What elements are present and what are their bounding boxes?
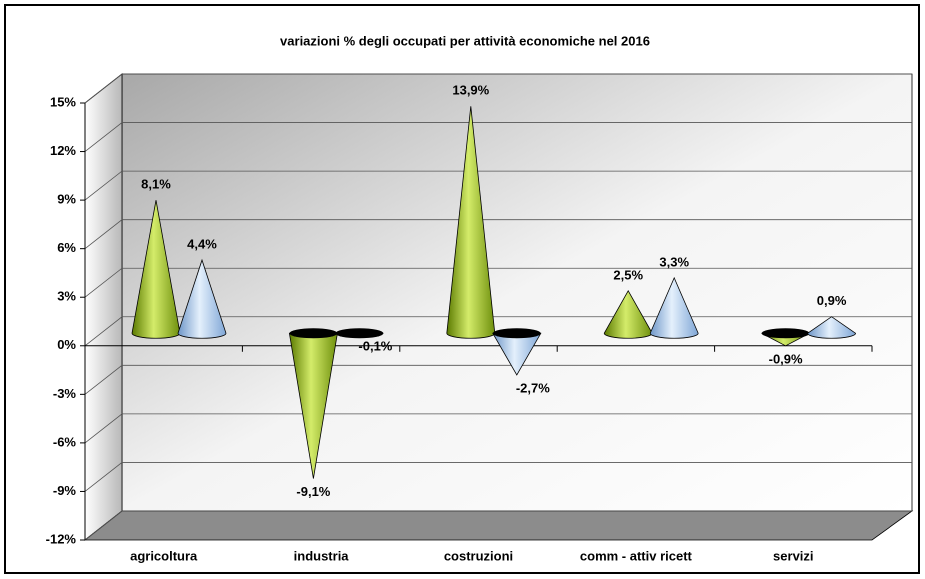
x-tick-label: comm - attiv ricett: [580, 548, 693, 563]
data-label: -0,1%: [358, 339, 392, 354]
cone-opening: [335, 328, 384, 339]
grid-line: [84, 170, 912, 201]
cone-opening: [492, 328, 541, 339]
x-tick-label: industria: [294, 548, 350, 563]
grid-line: [84, 413, 912, 444]
y-tick-label: 12%: [50, 143, 76, 158]
grid-line: [84, 122, 912, 152]
x-tick-label: costruzioni: [444, 548, 513, 563]
y-tick-label: 9%: [57, 192, 76, 207]
y-tick-label: -3%: [53, 386, 77, 401]
y-tick-label: 3%: [57, 289, 76, 304]
chart-title: variazioni % degli occupati per attività…: [280, 33, 650, 48]
y-tick-label: -12%: [46, 531, 77, 546]
y-tick-label: 6%: [57, 240, 76, 255]
data-label: -2,7%: [516, 380, 550, 395]
floor: [83, 510, 914, 541]
grid-line: [84, 73, 912, 104]
grid-line: [84, 316, 912, 347]
y-tick-label: 15%: [50, 94, 76, 109]
cone: [649, 276, 699, 339]
cone: [177, 258, 227, 339]
cone-opening: [289, 328, 338, 339]
grid-line: [84, 462, 912, 492]
grid-line: [84, 219, 912, 249]
data-label: -0,9%: [769, 351, 803, 366]
data-label: -9,1%: [296, 484, 330, 499]
cone-opening: [761, 328, 810, 339]
side-wall: [84, 73, 123, 541]
back-wall: [121, 73, 913, 512]
grid-line: [84, 510, 912, 541]
y-tick-label: -9%: [53, 483, 77, 498]
x-tick-label: agricoltura: [130, 548, 198, 563]
data-label: 4,4%: [187, 237, 217, 252]
cone: [807, 316, 857, 339]
y-tick-label: -6%: [53, 434, 77, 449]
grid-line: [84, 267, 912, 298]
x-tick-label: servizi: [773, 548, 813, 563]
data-label: 13,9%: [452, 83, 489, 98]
data-label: 3,3%: [659, 254, 689, 269]
data-label: 0,9%: [817, 293, 847, 308]
grid-line: [84, 364, 912, 395]
y-tick-label: 0%: [57, 337, 76, 352]
data-label: 8,1%: [141, 177, 171, 192]
data-label: 2,5%: [613, 267, 643, 282]
